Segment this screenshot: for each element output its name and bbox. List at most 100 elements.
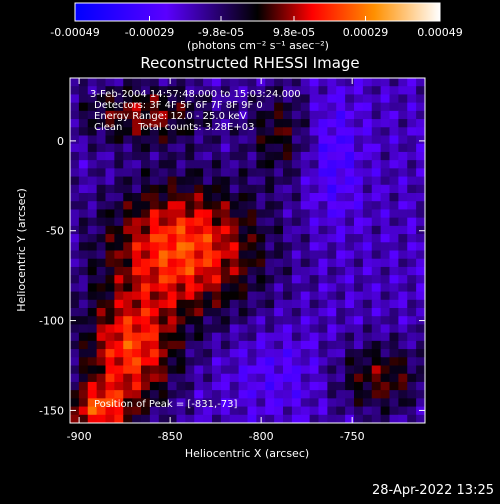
heatmap-cell (291, 168, 302, 178)
heatmap-cell (78, 324, 89, 334)
heatmap-cell (345, 184, 355, 194)
heatmap-cell (345, 193, 355, 202)
heatmap-cell (309, 324, 320, 334)
heatmap-cell (345, 258, 355, 268)
heatmap-cell (354, 414, 364, 423)
heatmap-cell (336, 324, 346, 334)
heatmap-cell (123, 258, 133, 268)
heatmap-cell (194, 143, 204, 153)
heatmap-cell (203, 406, 213, 416)
heatmap-cell (229, 414, 240, 423)
heatmap-cell (336, 332, 346, 342)
heatmap-cell (78, 291, 89, 301)
heatmap-cell (291, 398, 302, 408)
heatmap-cell (203, 119, 213, 128)
heatmap-cell (158, 308, 169, 317)
heatmap-cell (141, 332, 151, 342)
heatmap-cell (274, 160, 284, 169)
heatmap-cell (389, 340, 399, 350)
heatmap-cell (336, 299, 346, 309)
heatmap-cell (389, 299, 399, 309)
heatmap-cell (70, 119, 80, 128)
heatmap-cell (220, 102, 231, 112)
annotation-clean-counts: Clean Total counts: 3.28E+03 (94, 122, 254, 133)
heatmap-cell (70, 299, 80, 309)
heatmap-cell (318, 209, 328, 219)
heatmap-cell (354, 217, 364, 227)
heatmap-cell (141, 308, 151, 317)
heatmap-cell (70, 258, 80, 268)
heatmap-cell (194, 258, 204, 268)
heatmap-cell (185, 283, 195, 293)
heatmap-cell (380, 78, 391, 87)
heatmap-cell (336, 398, 346, 408)
heatmap-cell (309, 340, 320, 350)
heatmap-cell (398, 357, 408, 367)
heatmap-cell (96, 316, 107, 326)
heatmap-cell (265, 151, 275, 161)
heatmap-cell (123, 365, 133, 375)
heatmap-cell (203, 201, 213, 211)
heatmap-cell (141, 324, 151, 334)
heatmap-cell (158, 291, 169, 301)
heatmap-cell (212, 151, 222, 161)
colorbar-tick-label: -0.00049 (50, 26, 99, 39)
heatmap-cell (291, 357, 302, 367)
heatmap-cell (291, 316, 302, 326)
heatmap-cell (96, 291, 107, 301)
heatmap-cell (149, 184, 160, 194)
heatmap-cell (70, 275, 80, 284)
heatmap-cell (105, 201, 115, 211)
heatmap-cell (185, 406, 195, 416)
heatmap-cell (345, 217, 355, 227)
heatmap-cell (167, 119, 178, 128)
heatmap-cell (389, 209, 399, 219)
heatmap-cell (309, 110, 320, 120)
heatmap-cell (96, 398, 107, 408)
heatmap-cell (265, 381, 275, 391)
heatmap-cell (247, 291, 257, 301)
heatmap-cell (212, 102, 222, 112)
heatmap-cell (274, 217, 284, 227)
heatmap-cell (203, 414, 213, 423)
heatmap-cell (283, 332, 293, 342)
heatmap-cell (247, 234, 257, 243)
heatmap-cell (336, 381, 346, 391)
heatmap-cell (371, 78, 382, 87)
heatmap-cell (389, 324, 399, 334)
heatmap-cell (398, 266, 408, 276)
heatmap-cell (398, 110, 408, 120)
heatmap-cell (87, 234, 98, 243)
heatmap-cell (149, 332, 160, 342)
heatmap-cell (380, 316, 391, 326)
heatmap-cell (123, 275, 133, 284)
heatmap-cell (70, 365, 80, 375)
heatmap-cell (114, 324, 124, 334)
heatmap-cell (327, 78, 337, 87)
heatmap-cell (70, 184, 80, 194)
heatmap-cell (354, 209, 364, 219)
heatmap-cell (416, 217, 425, 227)
heatmap-cell (141, 225, 151, 235)
heatmap-cell (185, 398, 195, 408)
heatmap-cell (176, 381, 186, 391)
heatmap-cell (220, 398, 231, 408)
heatmap-cell (123, 250, 133, 260)
heatmap-cell (203, 316, 213, 326)
heatmap-cell (336, 160, 346, 169)
heatmap-cell (389, 373, 399, 383)
heatmap-cell (389, 94, 399, 104)
heatmap-cell (105, 308, 115, 317)
heatmap-cell (389, 242, 399, 252)
heatmap-cell (256, 217, 266, 227)
heatmap-cell (283, 242, 293, 252)
heatmap-cell (291, 102, 302, 112)
heatmap-cell (212, 127, 222, 137)
heatmap-cell (362, 184, 373, 194)
heatmap-cell (167, 340, 178, 350)
heatmap-cell (327, 217, 337, 227)
heatmap-cell (229, 349, 240, 358)
heatmap-cell (371, 94, 382, 104)
heatmap-cell (158, 365, 169, 375)
heatmap-cell (336, 275, 346, 284)
